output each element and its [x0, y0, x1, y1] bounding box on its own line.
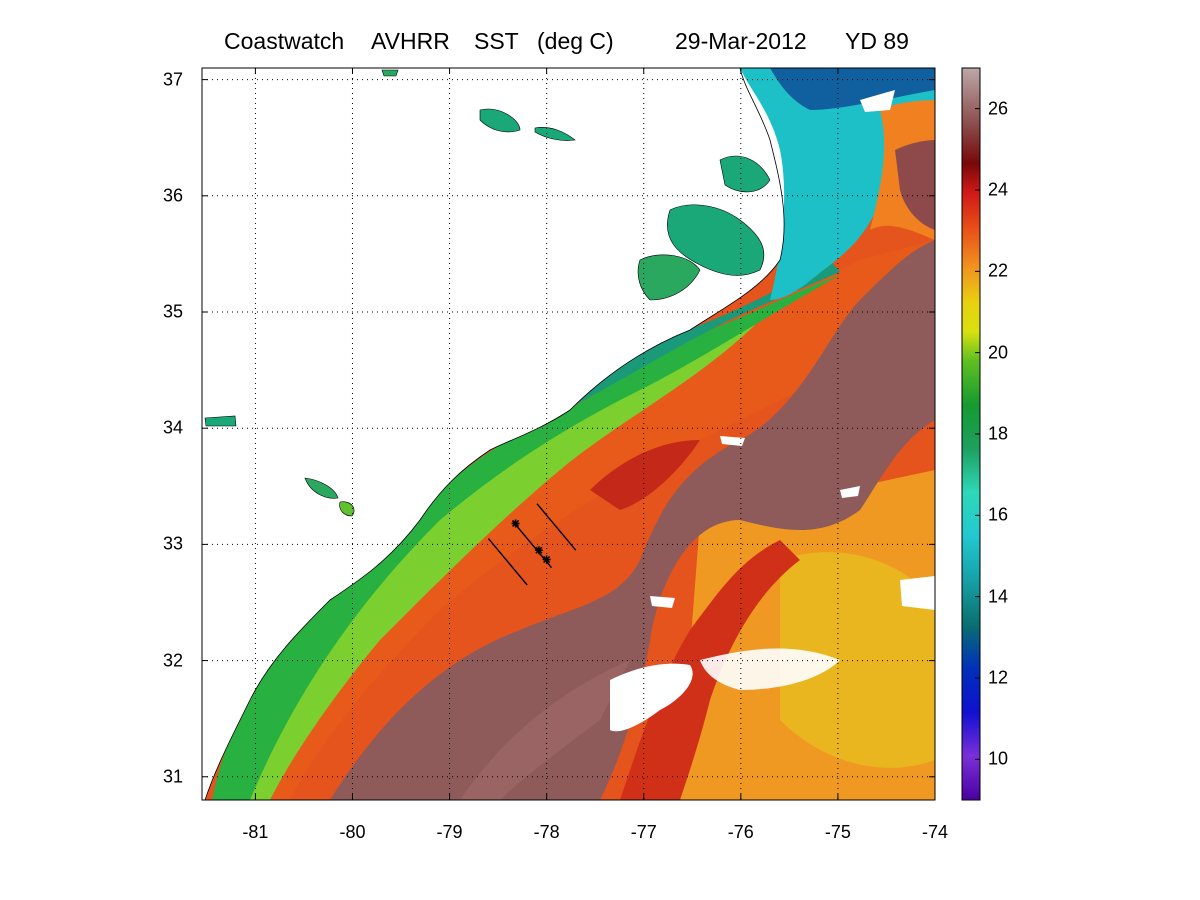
x-tick-label: -77	[630, 822, 657, 842]
colorbar-tick-label: 10	[988, 748, 1009, 769]
x-tick-label: -79	[436, 822, 463, 842]
x-tick-label: -74	[921, 822, 949, 842]
cloud-patch-6	[900, 576, 935, 610]
coldest-water-north	[770, 68, 935, 110]
y-tick-label: 34	[163, 417, 184, 438]
warm-filament	[590, 440, 700, 510]
title-date: 29-Mar-2012	[675, 28, 807, 54]
track-line	[487, 538, 528, 586]
lake-inland-3	[204, 415, 237, 427]
station-marker	[511, 519, 520, 528]
x-tick-label: -80	[339, 822, 366, 842]
title-sensor: AVHRR	[371, 28, 450, 54]
cloud-patch-3	[650, 596, 675, 608]
colorbar-tick-label: 22	[988, 260, 1009, 281]
y-tick-label: 36	[163, 185, 184, 206]
colorbar-tick-label: 14	[988, 586, 1009, 607]
ship-tracks	[487, 503, 577, 586]
lake-marion	[304, 477, 339, 499]
title-yearday: YD 89	[845, 28, 909, 54]
colorbar-ticks	[975, 108, 980, 760]
cloud-patch-1	[610, 663, 693, 732]
offshore-yellow-patch	[780, 552, 935, 768]
lake-inland-4	[381, 69, 399, 77]
station-marker	[542, 555, 551, 564]
y-tick-label: 37	[163, 69, 184, 90]
colorbar-tick-label: 26	[988, 98, 1009, 119]
inner-shelf-warm-band	[215, 240, 935, 800]
albemarle-sound	[719, 155, 771, 193]
title-units: (deg C)	[537, 28, 614, 54]
colorbar-tick-label: 12	[988, 667, 1009, 688]
title-product: SST	[474, 28, 519, 54]
lake-inland-2	[534, 127, 576, 141]
station-marker	[534, 546, 543, 555]
colorbar-tick-label: 16	[988, 504, 1009, 525]
y-tick-label: 33	[163, 533, 184, 554]
lake-inland-1	[479, 108, 521, 133]
cloud-patch-2	[700, 648, 840, 690]
x-tick-label: -75	[824, 822, 851, 842]
neuse-estuary	[637, 254, 701, 301]
pamlico-sound	[667, 204, 765, 276]
x-tick-label: -78	[533, 822, 560, 842]
gulf-stream-core	[330, 240, 935, 800]
title-source: Coastwatch	[224, 28, 345, 54]
colorbar-tick-label: 18	[988, 423, 1009, 444]
plot-frame	[201, 67, 936, 801]
y-tick-label: 32	[163, 650, 184, 671]
colorbar-tick-label: 24	[988, 179, 1009, 200]
x-tick-label: -81	[242, 822, 269, 842]
cloud-patch-4	[720, 436, 745, 446]
colorbar-tick-label: 20	[988, 342, 1009, 363]
sst-field	[202, 68, 935, 800]
y-tick-label: 31	[163, 766, 184, 787]
y-tick-label: 35	[163, 301, 184, 322]
land-mass	[202, 68, 785, 800]
x-tick-label: -76	[727, 822, 754, 842]
cloud-patch-7	[860, 90, 895, 112]
gulf-stream-texture	[460, 660, 630, 800]
northern-gulf-stream	[895, 140, 935, 230]
cloud-patch-5	[840, 486, 860, 498]
lake-moultrie	[339, 501, 355, 517]
track-line	[536, 503, 577, 551]
